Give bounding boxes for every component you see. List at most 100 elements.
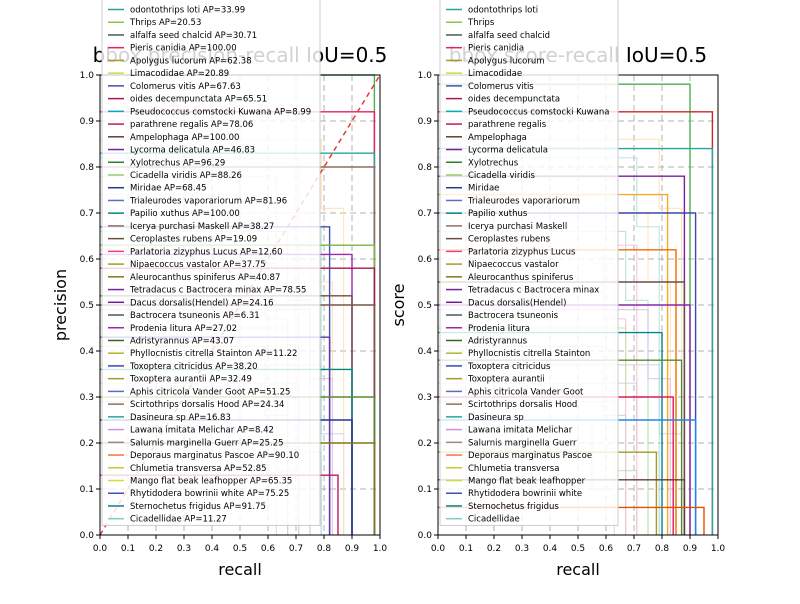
- left-legend-entry: Chlumetia transversa AP=52.85: [130, 464, 267, 474]
- right-legend-entry: Sternochetus frigidus: [468, 502, 559, 512]
- right-legend-entry: Apolygus lucorum: [468, 56, 545, 66]
- left-legend-entry: Papilio xuthus AP=100.00: [130, 209, 240, 219]
- left-legend-entry: Cicadella viridis AP=88.26: [130, 171, 242, 181]
- left-legend-entry: Trialeurodes vaporariorum AP=81.96: [129, 196, 287, 206]
- left-y-tick-label: 0.7: [80, 209, 94, 219]
- left-x-tick-label: 0.5: [233, 544, 247, 554]
- right-y-axis-label: score: [389, 284, 408, 327]
- left-legend-entry: Bactrocera tsuneonis AP=6.31: [130, 311, 260, 321]
- right-legend-entry: Scirtothrips dorsalis Hood: [468, 400, 577, 410]
- left-legend-entry: Toxoptera aurantii AP=32.49: [129, 375, 252, 385]
- right-legend-entry: Ceroplastes rubens: [468, 235, 551, 245]
- right-legend-entry: Phyllocnistis citrella Stainton: [468, 349, 590, 359]
- right-x-tick-label: 0.8: [655, 544, 670, 554]
- right-y-tick-label: 0.0: [418, 531, 433, 541]
- left-x-tick-label: 0.4: [205, 544, 220, 554]
- left-y-tick-label: 0.3: [80, 393, 94, 403]
- right-legend-entry: Toxoptera citricidus: [467, 362, 551, 372]
- right-y-tick-label: 0.5: [418, 301, 432, 311]
- left-chart-panel: bbox precision-recall IoU=0.5 recall pre…: [51, 0, 387, 579]
- right-x-tick-label: 0.7: [627, 544, 641, 554]
- right-legend-entry: Mango flat beak leafhopper: [468, 477, 586, 487]
- right-legend-entry: Miridae: [468, 184, 499, 194]
- right-x-tick-label: 0.6: [599, 544, 614, 554]
- left-x-axis-label: recall: [218, 560, 262, 579]
- right-legend-entry: Papilio xuthus: [468, 209, 528, 219]
- left-legend-entry: Xylotrechus AP=96.29: [130, 158, 225, 168]
- right-legend-entry: Toxoptera aurantii: [467, 375, 545, 385]
- left-legend-entry: Toxoptera citricidus AP=38.20: [129, 362, 258, 372]
- right-y-tick-label: 0.9: [418, 117, 433, 127]
- right-legend-entry: parathrene regalis: [468, 120, 547, 130]
- left-legend-entry: Lycorma delicatula AP=46.83: [130, 146, 255, 156]
- left-legend-entry: Lawana imitata Melichar AP=8.42: [130, 426, 274, 436]
- right-y-tick-label: 0.6: [418, 255, 433, 265]
- left-y-tick-label: 0.2: [80, 439, 94, 449]
- left-legend-entry: Apolygus lucorum AP=62.38: [130, 56, 252, 66]
- left-legend-entry: Nipaecoccus vastalor AP=37.75: [130, 260, 266, 270]
- right-legend-entry: Prodenia litura: [468, 324, 530, 334]
- right-legend-entry: Icerya purchasi Maskell: [468, 222, 567, 232]
- right-legend-entry: Salurnis marginella Guerr: [468, 438, 577, 448]
- right-legend-entry: Limacodidae: [468, 69, 522, 79]
- left-legend-entry: odontothrips loti AP=33.99: [130, 6, 245, 16]
- right-x-tick-label: 0.9: [683, 544, 698, 554]
- right-legend-entry: Xylotrechus: [468, 158, 519, 168]
- right-x-tick-label: 0.1: [459, 544, 473, 554]
- left-legend-entry: Scirtothrips dorsalis Hood AP=24.34: [130, 400, 284, 410]
- right-legend-entry: Tetradacus c Bactrocera minax: [467, 286, 599, 296]
- left-x-tick-label: 0.3: [177, 544, 191, 554]
- left-y-tick-label: 1.0: [80, 71, 95, 81]
- left-legend-entry: Dasineura sp AP=16.83: [130, 413, 231, 423]
- right-x-tick-label: 0.0: [431, 544, 446, 554]
- left-y-tick-label: 0.9: [80, 117, 95, 127]
- left-legend-entry: Phyllocnistis citrella Stainton AP=11.22: [130, 349, 297, 359]
- right-x-tick-label: 0.3: [515, 544, 529, 554]
- left-legend-entry: Dacus dorsalis(Hendel) AP=24.16: [130, 298, 274, 308]
- right-x-axis-label: recall: [556, 560, 600, 579]
- right-legend-entry: Pieris canidia: [468, 44, 524, 54]
- left-legend-entry: oides decempunctata AP=65.51: [130, 95, 267, 105]
- left-x-tick-label: 0.7: [289, 544, 303, 554]
- right-y-tick-label: 0.2: [418, 439, 432, 449]
- left-y-tick-label: 0.1: [80, 485, 94, 495]
- right-legend-entry: Lycorma delicatula: [468, 146, 548, 156]
- right-legend-entry: oides decempunctata: [468, 95, 560, 105]
- left-y-tick-label: 0.6: [80, 255, 95, 265]
- right-chart-panel: bbox score-recall IoU=0.5 recall score 0…: [389, 0, 725, 579]
- right-legend-entry: Bactrocera tsuneonis: [468, 311, 559, 321]
- right-legend-entry: odontothrips loti: [468, 6, 538, 16]
- left-legend-entry: Mango flat beak leafhopper AP=65.35: [130, 477, 292, 487]
- right-x-tick-label: 0.4: [543, 544, 558, 554]
- right-legend-entry: Parlatoria zizyphus Lucus: [468, 247, 576, 257]
- right-y-tick-label: 0.1: [418, 485, 432, 495]
- right-y-tick-label: 0.4: [418, 347, 433, 357]
- right-legend-entry: alfalfa seed chalcid: [468, 31, 550, 41]
- left-legend-entry: Icerya purchasi Maskell AP=38.27: [130, 222, 274, 232]
- left-legend-box: [101, 0, 321, 526]
- left-legend-entry: Limacodidae AP=20.89: [130, 69, 229, 79]
- right-x-tick-label: 0.2: [487, 544, 501, 554]
- right-y-tick-label: 1.0: [418, 71, 433, 81]
- left-legend-entry: Rhytidodera bowrinii white AP=75.25: [130, 489, 289, 499]
- left-legend-entry: Cicadellidae AP=11.27: [130, 515, 227, 525]
- right-legend-entry: Deporaus marginatus Pascoe: [468, 451, 592, 461]
- right-legend-entry: Thrips: [467, 18, 495, 28]
- left-x-tick-label: 0.2: [149, 544, 163, 554]
- left-y-tick-label: 0.8: [80, 163, 95, 173]
- left-legend-entry: Pseudococcus comstocki Kuwana AP=8.99: [130, 107, 311, 117]
- left-legend-entry: Deporaus marginatus Pascoe AP=90.10: [130, 451, 299, 461]
- left-legend-entry: Miridae AP=68.45: [130, 184, 206, 194]
- left-x-tick-label: 1.0: [373, 544, 388, 554]
- right-legend-entry: Pseudococcus comstocki Kuwana: [468, 107, 609, 117]
- right-legend-entry: Aphis citricola Vander Goot: [468, 387, 584, 397]
- right-legend-entry: Adristyrannus: [468, 336, 528, 346]
- right-legend-entry: Rhytidodera bowrinii white: [468, 489, 582, 499]
- left-x-tick-label: 0.6: [261, 544, 276, 554]
- left-legend-entry: Sternochetus frigidus AP=91.75: [130, 502, 266, 512]
- right-y-tick-label: 0.3: [418, 393, 432, 403]
- left-x-tick-label: 0.9: [345, 544, 360, 554]
- right-legend-entry: Ampelophaga: [468, 133, 527, 143]
